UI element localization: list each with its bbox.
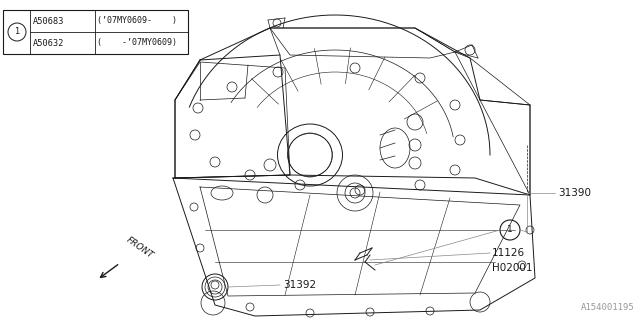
Bar [3, 10, 188, 54]
Text: A154001195: A154001195 [581, 303, 635, 312]
Text: A50632: A50632 [33, 38, 65, 47]
Text: A50683: A50683 [33, 17, 65, 26]
Text: 31392: 31392 [283, 280, 316, 290]
Text: FRONT: FRONT [125, 235, 156, 260]
Text: (    -’07MY0609): ( -’07MY0609) [97, 38, 177, 47]
Text: 1: 1 [507, 226, 513, 235]
Text: 11126: 11126 [492, 248, 525, 258]
Text: H02001: H02001 [492, 263, 532, 273]
Text: 31390: 31390 [558, 188, 591, 198]
Text: 1: 1 [14, 28, 20, 36]
Text: (’07MY0609-    ): (’07MY0609- ) [97, 17, 177, 26]
